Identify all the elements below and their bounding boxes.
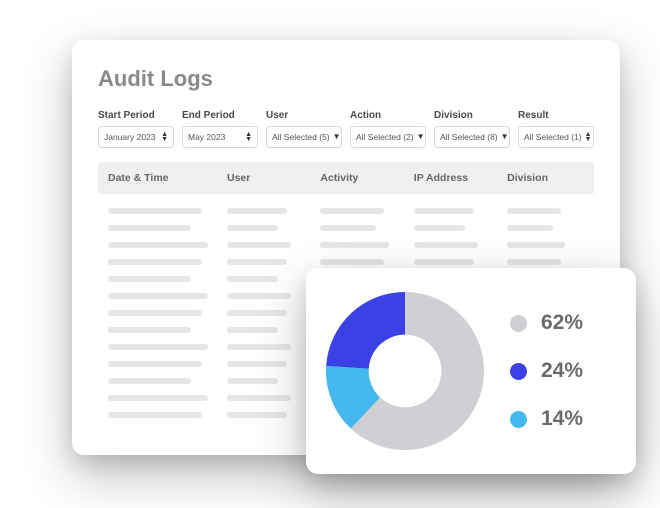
select-value: All Selected (1): [524, 132, 582, 142]
sort-updown-icon: ▲▼: [585, 132, 592, 142]
start-period-select[interactable]: January 2023 ▲▼: [98, 126, 174, 148]
skeleton-bar: [108, 208, 202, 214]
select-value: May 2023: [188, 132, 225, 142]
skeleton-bar: [507, 242, 565, 248]
skeleton-bar: [227, 361, 287, 367]
th-date-time: Date & Time: [108, 172, 219, 184]
skeleton-bar: [108, 378, 191, 384]
filter-label: Result: [518, 110, 594, 121]
skeleton-bar: [108, 344, 208, 350]
legend-swatch: [510, 315, 527, 332]
filter-result: Result All Selected (1) ▲▼: [518, 110, 594, 148]
skeleton-bar: [227, 395, 291, 401]
end-period-select[interactable]: May 2023 ▲▼: [182, 126, 258, 148]
chart-legend: 62% 24% 14%: [510, 311, 583, 431]
skeleton-bar: [227, 378, 278, 384]
sort-updown-icon: ▲▼: [245, 132, 252, 142]
skeleton-bar: [227, 310, 287, 316]
sort-updown-icon: ▲▼: [161, 132, 168, 142]
donut-chart-card: 62% 24% 14%: [306, 268, 636, 474]
skeleton-bar: [320, 208, 384, 214]
page-title: Audit Logs: [98, 66, 594, 92]
legend-swatch: [510, 363, 527, 380]
skeleton-bar: [108, 225, 191, 231]
filter-label: Start Period: [98, 110, 174, 121]
table-header: Date & Time User Activity IP Address Div…: [98, 162, 594, 194]
result-select[interactable]: All Selected (1) ▲▼: [518, 126, 594, 148]
skeleton-bar: [108, 259, 202, 265]
filter-action: Action All Selected (2) ▼: [350, 110, 426, 148]
skeleton-bar: [414, 208, 474, 214]
legend-item: 62%: [510, 311, 583, 335]
filter-label: Division: [434, 110, 510, 121]
legend-swatch: [510, 411, 527, 428]
filter-user: User All Selected (5) ▼: [266, 110, 342, 148]
donut-chart: [326, 292, 484, 450]
filter-label: End Period: [182, 110, 258, 121]
skeleton-bar: [227, 327, 278, 333]
th-ip-address: IP Address: [414, 172, 499, 184]
skeleton-bar: [108, 276, 191, 282]
skeleton-bar: [414, 242, 478, 248]
th-activity: Activity: [320, 172, 405, 184]
filter-label: User: [266, 110, 342, 121]
skeleton-bar: [227, 225, 278, 231]
legend-label: 14%: [541, 407, 583, 431]
skeleton-bar: [227, 208, 287, 214]
skeleton-bar: [320, 242, 388, 248]
skeleton-bar: [108, 310, 202, 316]
filter-bar: Start Period January 2023 ▲▼ End Period …: [98, 110, 594, 148]
table-row: [108, 208, 584, 214]
skeleton-bar: [507, 208, 561, 214]
legend-item: 24%: [510, 359, 583, 383]
skeleton-bar: [320, 259, 384, 265]
select-value: All Selected (5): [272, 132, 330, 142]
legend-label: 24%: [541, 359, 583, 383]
skeleton-bar: [414, 225, 465, 231]
user-select[interactable]: All Selected (5) ▼: [266, 126, 342, 148]
table-row: [108, 242, 584, 248]
skeleton-bar: [227, 259, 287, 265]
skeleton-bar: [108, 395, 208, 401]
table-row: [108, 259, 584, 265]
skeleton-bar: [227, 276, 278, 282]
skeleton-bar: [108, 242, 208, 248]
skeleton-bar: [227, 242, 291, 248]
legend-item: 14%: [510, 407, 583, 431]
skeleton-bar: [108, 327, 191, 333]
select-value: All Selected (2): [356, 132, 414, 142]
table-row: [108, 225, 584, 231]
skeleton-bar: [227, 344, 291, 350]
select-value: All Selected (8): [440, 132, 498, 142]
select-value: January 2023: [104, 132, 156, 142]
filter-division: Division All Selected (8) ▼: [434, 110, 510, 148]
filter-label: Action: [350, 110, 426, 121]
skeleton-bar: [414, 259, 474, 265]
th-division: Division: [507, 172, 584, 184]
skeleton-bar: [227, 412, 287, 418]
division-select[interactable]: All Selected (8) ▼: [434, 126, 510, 148]
filter-end-period: End Period May 2023 ▲▼: [182, 110, 258, 148]
skeleton-bar: [108, 293, 208, 299]
skeleton-bar: [108, 361, 202, 367]
chevron-down-icon: ▼: [501, 133, 509, 141]
skeleton-bar: [320, 225, 376, 231]
legend-label: 62%: [541, 311, 583, 335]
skeleton-bar: [227, 293, 291, 299]
skeleton-bar: [507, 259, 561, 265]
filter-start-period: Start Period January 2023 ▲▼: [98, 110, 174, 148]
skeleton-bar: [507, 225, 553, 231]
chevron-down-icon: ▼: [333, 133, 341, 141]
action-select[interactable]: All Selected (2) ▼: [350, 126, 426, 148]
chevron-down-icon: ▼: [417, 133, 425, 141]
th-user: User: [227, 172, 312, 184]
donut-slice: [326, 292, 405, 369]
donut-svg: [326, 292, 484, 450]
skeleton-bar: [108, 412, 202, 418]
